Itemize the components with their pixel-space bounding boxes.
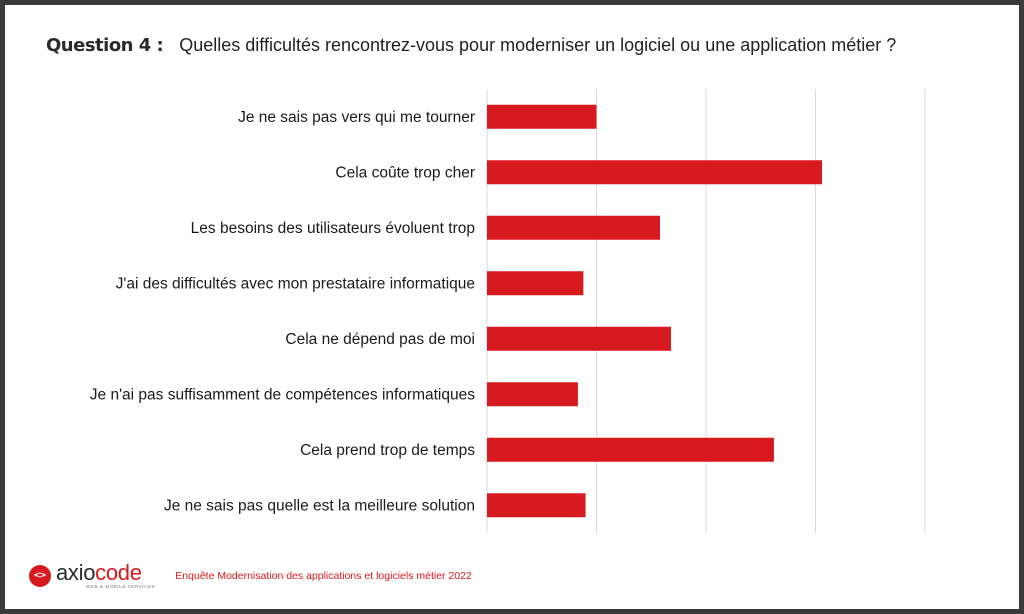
question-text: Quelles difficultés rencontrez-vous pour… bbox=[179, 35, 897, 55]
logo-accent: code bbox=[95, 560, 142, 585]
code-brackets-icon: <> bbox=[29, 564, 51, 587]
bar-7 bbox=[487, 493, 586, 518]
bar-2 bbox=[487, 215, 661, 240]
bar-1 bbox=[487, 160, 823, 185]
bar-6 bbox=[487, 437, 774, 462]
bar-4 bbox=[487, 326, 671, 351]
bar-chart: Je ne sais pas vers qui me tourner Cela c… bbox=[90, 89, 926, 533]
category-label-1: Cela coûte trop cher bbox=[335, 164, 475, 181]
logo-wordmark: axiocode bbox=[56, 562, 155, 584]
bar-5 bbox=[487, 382, 578, 407]
category-label-5: Je n'ai pas suffisamment de compétences … bbox=[90, 386, 475, 403]
bar-0 bbox=[487, 104, 597, 129]
category-label-6: Cela prend trop de temps bbox=[300, 442, 475, 459]
category-label-2: Les besoins des utilisateurs évoluent tr… bbox=[191, 220, 475, 237]
bar-3 bbox=[487, 271, 584, 296]
question-label: Question 4 : bbox=[46, 35, 164, 56]
category-label-4: Cela ne dépend pas de moi bbox=[285, 331, 475, 348]
question-header: Question 4 : Quelles difficultés rencont… bbox=[46, 35, 896, 56]
survey-caption: Enquête Modernisation des applications e… bbox=[175, 569, 472, 582]
footer: <> axiocode WEB & MOBILE SERVICES Enquêt… bbox=[29, 562, 472, 590]
logo-tagline: WEB & MOBILE SERVICES bbox=[86, 584, 156, 589]
category-label-3: J'ai des difficultés avec mon prestatair… bbox=[116, 275, 475, 292]
category-label-7: Je ne sais pas quelle est la meilleure s… bbox=[164, 497, 475, 514]
page-frame: Question 4 : Quelles difficultés rencont… bbox=[5, 5, 1019, 609]
axiocode-logo: axiocode WEB & MOBILE SERVICES bbox=[56, 562, 155, 590]
logo-prefix: axio bbox=[56, 560, 96, 585]
category-label-0: Je ne sais pas vers qui me tourner bbox=[238, 109, 475, 126]
